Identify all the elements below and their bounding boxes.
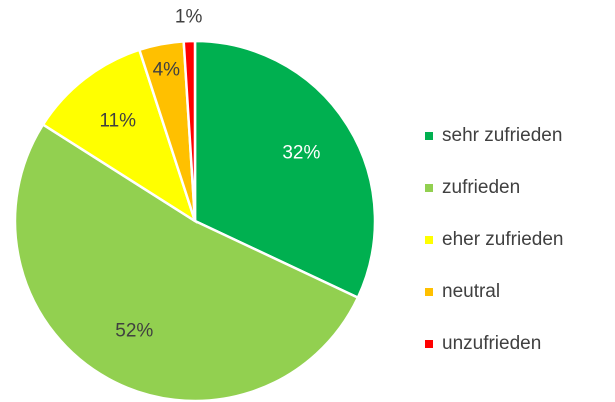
legend-swatch [425, 236, 433, 244]
legend-label: neutral [442, 281, 500, 302]
pie-slice [41, 48, 198, 224]
legend-label: zufrieden [442, 177, 520, 198]
legend-label: unzufrieden [442, 333, 541, 354]
legend-swatch [425, 340, 433, 348]
legend-label: sehr zufrieden [442, 125, 562, 146]
legend-label: eher zufrieden [442, 229, 563, 250]
data-label: 4% [153, 60, 181, 81]
pie-slice [193, 39, 377, 300]
legend-swatch [425, 184, 433, 192]
data-label: 52% [115, 320, 153, 341]
data-label: 11% [99, 110, 136, 131]
data-label: 1% [175, 7, 203, 28]
legend-swatch [425, 288, 433, 296]
legend-swatch [425, 132, 433, 140]
pie-slice [13, 122, 360, 402]
data-label: 32% [282, 143, 320, 164]
pie-slice [182, 39, 197, 222]
